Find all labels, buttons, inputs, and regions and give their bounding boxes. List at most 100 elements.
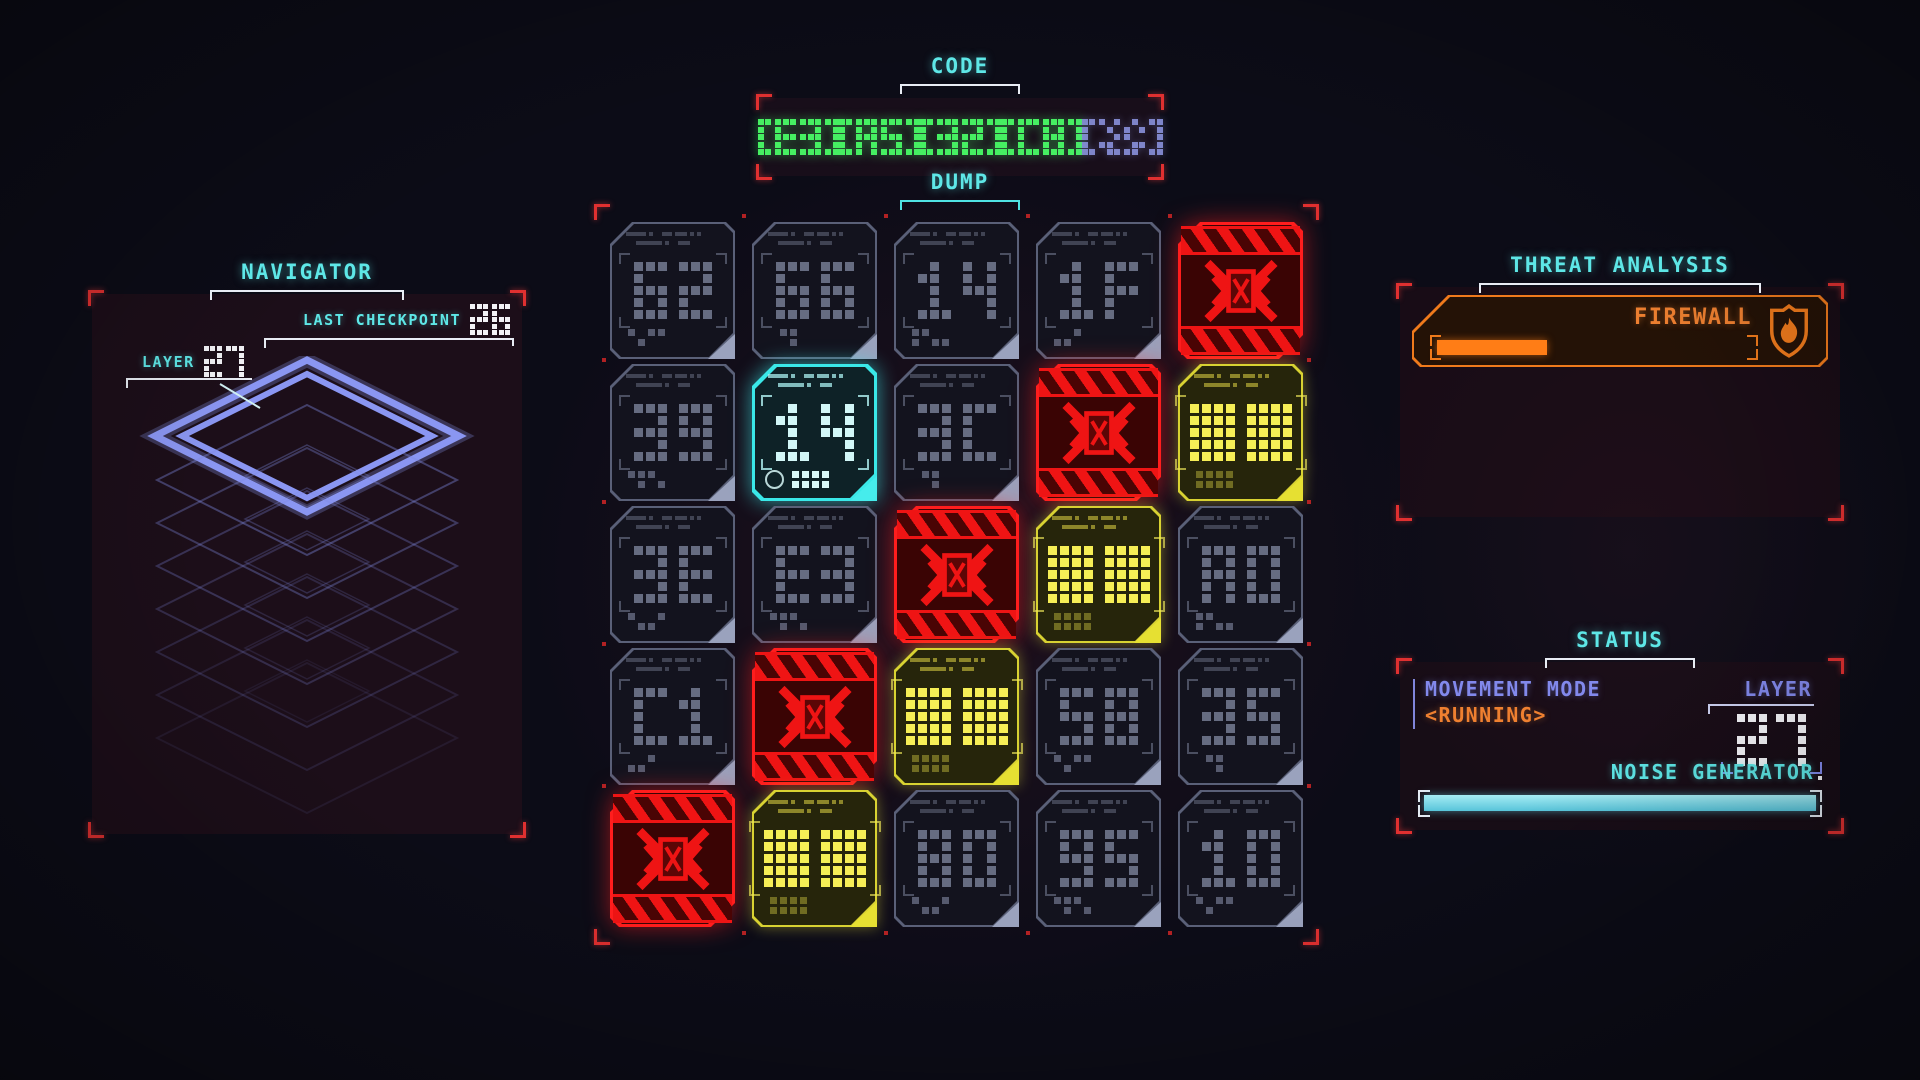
- dump-tile-r3c3-firewall[interactable]: [894, 506, 1019, 643]
- firewall-x-emblem-icon: [919, 543, 994, 606]
- tile-header-pixels: [1194, 374, 1293, 392]
- tile-header-pixels: [1052, 516, 1151, 534]
- dump-tile-r5c1-firewall[interactable]: [610, 790, 735, 927]
- dump-tile-r3c4-encrypted[interactable]: [1032, 506, 1165, 643]
- tile-header-pixels: [768, 374, 867, 392]
- noise-generator-bar: [1418, 790, 1822, 817]
- navigator-layer-label: LAYER: [142, 352, 195, 371]
- navigator-layer-value: [203, 346, 244, 377]
- tile-body: [896, 224, 1017, 357]
- dump-tile-r4c1-data[interactable]: [610, 648, 735, 785]
- value-bracket: [1044, 317, 1056, 328]
- value-bracket: [1186, 679, 1198, 690]
- dump-tile-r1c5-firewall[interactable]: [1178, 222, 1303, 359]
- value-bracket: [869, 885, 881, 896]
- tile-body: [612, 224, 733, 357]
- value-bracket: [857, 317, 869, 328]
- tile-hex-value: [902, 253, 1011, 328]
- value-bracket: [618, 601, 630, 612]
- value-bracket: [1283, 885, 1295, 896]
- value-bracket: [1153, 537, 1165, 548]
- dump-tile-r1c2-data[interactable]: [752, 222, 877, 359]
- dump-tile-r3c2-data[interactable]: [752, 506, 877, 643]
- bar-bracket: [1430, 349, 1441, 360]
- value-bracket: [902, 459, 914, 470]
- tile-hex-value: [1174, 395, 1307, 470]
- dump-tile-r2c5-encrypted[interactable]: [1174, 364, 1307, 501]
- dump-panel: [594, 204, 1319, 945]
- tile-footer-pixels: [792, 471, 829, 488]
- dump-tile-r2c1-data[interactable]: [610, 364, 735, 501]
- dump-tile-r5c4-data[interactable]: [1036, 790, 1161, 927]
- value-bracket: [902, 821, 914, 832]
- hazard-stripes: [613, 894, 732, 923]
- dump-tile-r1c4-data[interactable]: [1036, 222, 1161, 359]
- number-bracket: [1810, 762, 1822, 774]
- value-bracket: [890, 679, 902, 690]
- code-title-row: CODE: [760, 54, 1160, 94]
- tile-footer-pixels: [628, 329, 665, 346]
- cursor-dot: [1818, 776, 1822, 780]
- value-bracket: [1186, 601, 1198, 612]
- value-bracket: [715, 679, 727, 690]
- dump-tile-r3c5-data[interactable]: [1178, 506, 1303, 643]
- status-layer-label: LAYER: [1744, 677, 1812, 701]
- tile-header-pixels: [1052, 658, 1151, 676]
- value-bracket: [1283, 537, 1295, 548]
- dump-tile-r5c3-data[interactable]: [894, 790, 1019, 927]
- tile-hex-value: [1186, 821, 1295, 896]
- value-bracket: [1283, 743, 1295, 754]
- value-bracket: [1044, 743, 1056, 754]
- title-underline: [899, 84, 1020, 94]
- tile-hex-value: [1044, 821, 1153, 896]
- last-checkpoint-label: LAST CHECKPOINT: [303, 310, 461, 329]
- tile-hex-value: [748, 821, 881, 896]
- corner-marker-icon: [1396, 658, 1412, 674]
- value-bracket: [1283, 601, 1295, 612]
- dump-tile-r3c1-data[interactable]: [610, 506, 735, 643]
- dump-tile-r2c2-selected[interactable]: [752, 364, 877, 501]
- grid-tick-marker: [1026, 931, 1030, 935]
- bar-bracket: [1810, 790, 1822, 802]
- dump-tile-r2c4-firewall[interactable]: [1036, 364, 1161, 501]
- dump-tile-r5c2-encrypted[interactable]: [748, 790, 881, 927]
- dump-tile-r4c2-firewall[interactable]: [752, 648, 877, 785]
- dump-tile-r2c3-data[interactable]: [894, 364, 1019, 501]
- value-bracket: [999, 317, 1011, 328]
- corner-marker-icon: [1828, 658, 1844, 674]
- corner-marker-icon: [1828, 818, 1844, 834]
- bar-bracket: [1810, 805, 1822, 817]
- value-bracket: [715, 317, 727, 328]
- value-bracket: [857, 459, 869, 470]
- dump-tile-r1c1-data[interactable]: [610, 222, 735, 359]
- noise-generator-fill: [1424, 795, 1816, 811]
- value-bracket: [748, 885, 760, 896]
- grid-tick-marker: [602, 358, 606, 362]
- bar-bracket: [1747, 349, 1758, 360]
- dump-tile-r4c4-data[interactable]: [1036, 648, 1161, 785]
- corner-marker-icon: [510, 290, 526, 306]
- tile-header-pixels: [910, 232, 1009, 250]
- value-bracket: [618, 537, 630, 548]
- tile-header-pixels: [626, 374, 725, 392]
- value-bracket: [857, 395, 869, 406]
- grid-tick-marker: [1026, 214, 1030, 218]
- value-bracket: [1283, 821, 1295, 832]
- tile-footer-pixels: [770, 897, 807, 914]
- dump-tile-r4c3-encrypted[interactable]: [890, 648, 1023, 785]
- dump-tile-r1c3-data[interactable]: [894, 222, 1019, 359]
- tile-hex-value: [902, 395, 1011, 470]
- dump-grid: [610, 222, 1307, 927]
- code-title: CODE: [899, 54, 1020, 94]
- value-bracket: [618, 395, 630, 406]
- status-title: STATUS: [1545, 628, 1695, 668]
- dump-tile-r5c5-data[interactable]: [1178, 790, 1303, 927]
- hazard-stripes: [755, 652, 874, 681]
- tile-body: [1180, 366, 1301, 499]
- dump-tile-r4c5-data[interactable]: [1178, 648, 1303, 785]
- tile-hex-value: [1186, 679, 1295, 754]
- corner-marker-icon: [594, 204, 610, 220]
- value-bracket: [999, 821, 1011, 832]
- code-slot-5: [1081, 106, 1163, 168]
- corner-marker-icon: [1148, 94, 1164, 110]
